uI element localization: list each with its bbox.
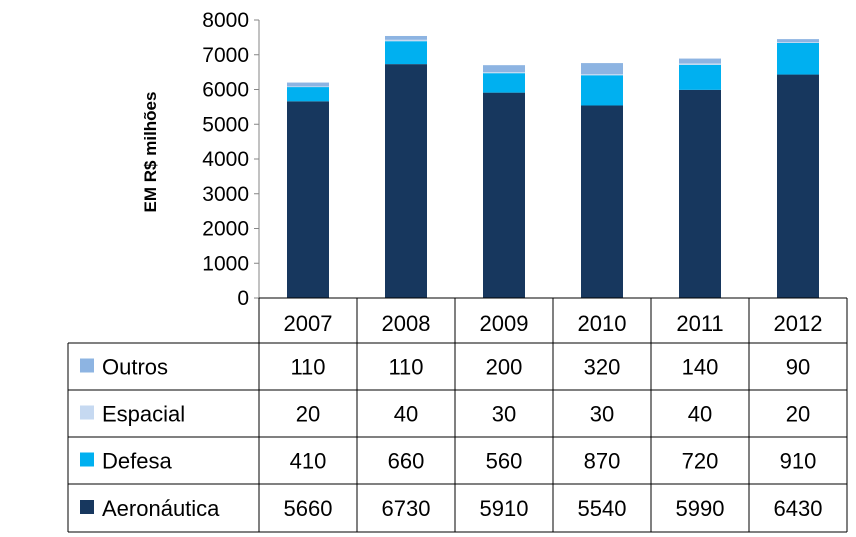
y-tick-label: 7000	[202, 44, 249, 67]
legend-swatch-0	[80, 358, 94, 373]
table-cell-value: 5990	[676, 496, 725, 521]
table-cell-value: 5540	[578, 496, 627, 521]
y-tick-label: 2000	[202, 218, 249, 241]
table-cell-value: 30	[590, 402, 614, 427]
bar-segment-defesa-2007	[287, 87, 329, 102]
bar-segment-espacial-2011	[679, 63, 721, 65]
y-tick-label: 0	[237, 287, 249, 310]
legend-swatch-3	[80, 500, 94, 514]
y-axis-title: EM R$ milhões	[141, 92, 160, 213]
bar-segment-aeronautica-2009	[483, 92, 525, 298]
legend-label: Outros	[102, 355, 168, 380]
bar-segment-espacial-2012	[777, 42, 819, 43]
table-cell-value: 910	[780, 449, 817, 474]
x-category-label: 2010	[578, 311, 627, 336]
legend-label: Espacial	[102, 402, 185, 427]
bar-segment-espacial-2010	[581, 74, 623, 76]
table-cell-value: 110	[388, 355, 423, 380]
table-cell-value: 660	[388, 449, 425, 474]
table-cell-value: 140	[682, 355, 719, 380]
bar-segment-aeronautica-2010	[581, 105, 623, 298]
legend-label: Defesa	[102, 449, 172, 474]
table-cell-value: 870	[584, 449, 621, 474]
bar-segment-aeronautica-2007	[287, 101, 329, 298]
table-cell-value: 110	[290, 355, 325, 380]
y-tick-label: 6000	[202, 79, 249, 102]
bar-segment-defesa-2008	[385, 41, 427, 65]
x-category-label: 2007	[284, 311, 333, 336]
table-cell-value: 200	[486, 355, 523, 380]
bar-segment-aeronautica-2011	[679, 89, 721, 298]
table-cell-value: 90	[786, 355, 810, 380]
legend-swatch-1	[80, 405, 94, 420]
table-cell-value: 6730	[382, 496, 431, 521]
bar-segment-defesa-2011	[679, 64, 721, 90]
table-cell-value: 20	[786, 402, 810, 427]
bar-segment-defesa-2010	[581, 75, 623, 106]
bar-segment-espacial-2008	[385, 39, 427, 42]
bar-segment-defesa-2012	[777, 42, 819, 75]
y-tick-label: 5000	[202, 113, 249, 136]
y-tick-label: 1000	[202, 252, 249, 275]
table-cell-value: 320	[584, 355, 621, 380]
bar-segment-aeronautica-2012	[777, 74, 819, 299]
y-tick-label: 3000	[202, 183, 249, 206]
x-category-label: 2011	[676, 311, 723, 336]
table-cell-value: 5660	[284, 496, 333, 521]
x-category-label: 2008	[382, 311, 431, 336]
table-cell-value: 5910	[480, 496, 529, 521]
bar-segment-defesa-2009	[483, 73, 525, 93]
x-category-label: 2012	[774, 311, 823, 336]
y-tick-label: 8000	[202, 9, 249, 32]
table-cell-value: 560	[486, 449, 523, 474]
bar-segment-outros-2012	[777, 39, 819, 43]
table-cell-value: 20	[296, 402, 320, 427]
table-cell-value: 30	[492, 402, 516, 427]
bar-segment-espacial-2007	[287, 86, 329, 88]
bar-segment-outros-2007	[287, 82, 329, 87]
bar-segment-outros-2011	[679, 58, 721, 64]
table-cell-value: 720	[682, 449, 719, 474]
y-tick-label: 4000	[202, 148, 249, 171]
x-category-label: 2009	[480, 311, 529, 336]
bar-segment-outros-2008	[385, 35, 427, 40]
table-cell-value: 6430	[774, 496, 823, 521]
table-cell-value: 410	[290, 449, 327, 474]
bar-segment-espacial-2009	[483, 72, 525, 74]
table-cell-value: 40	[394, 402, 418, 427]
bar-segment-outros-2009	[483, 65, 525, 73]
legend-label: Aeronáutica	[102, 496, 220, 521]
bar-segment-aeronautica-2008	[385, 64, 427, 298]
table-cell-value: 40	[688, 402, 712, 427]
legend-swatch-2	[80, 452, 94, 467]
bar-segment-outros-2010	[581, 63, 623, 75]
